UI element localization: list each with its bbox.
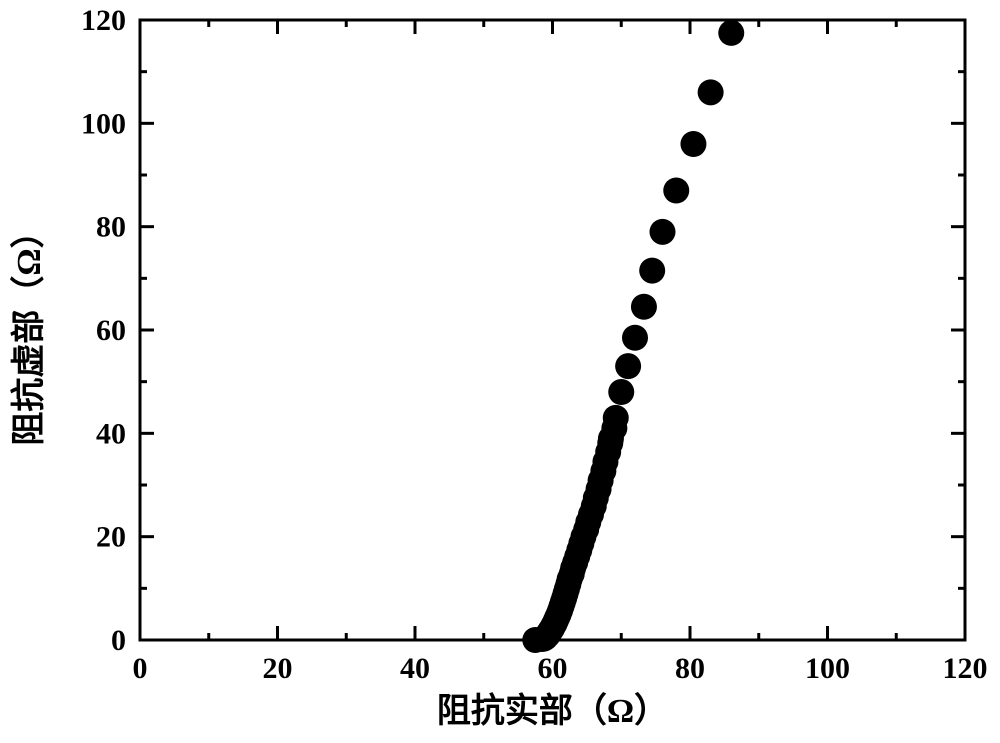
svg-text:120: 120 xyxy=(81,4,126,37)
chart-container: 0 20 40 60 80 100 120 0 20 40 60 80 100 120 阻抗实部（Ω） 阻抗虚… xyxy=(0,0,1000,743)
svg-text:80: 80 xyxy=(675,652,705,685)
y-axis-label: 阻抗虚部（Ω） xyxy=(9,214,48,445)
impedance-scatter-chart: 0 20 40 60 80 100 120 0 20 40 60 80 100 120 阻抗实部（Ω） 阻抗虚… xyxy=(0,0,1000,743)
svg-text:0: 0 xyxy=(133,652,148,685)
svg-text:60: 60 xyxy=(538,652,568,685)
svg-text:40: 40 xyxy=(96,417,126,450)
svg-text:40: 40 xyxy=(400,652,430,685)
svg-text:120: 120 xyxy=(943,652,988,685)
svg-text:20: 20 xyxy=(96,521,126,554)
svg-text:100: 100 xyxy=(81,107,126,140)
svg-text:80: 80 xyxy=(96,211,126,244)
svg-text:60: 60 xyxy=(96,314,126,347)
svg-text:20: 20 xyxy=(263,652,293,685)
svg-text:0: 0 xyxy=(111,624,126,657)
x-axis-label: 阻抗实部（Ω） xyxy=(437,691,668,730)
svg-text:100: 100 xyxy=(805,652,850,685)
